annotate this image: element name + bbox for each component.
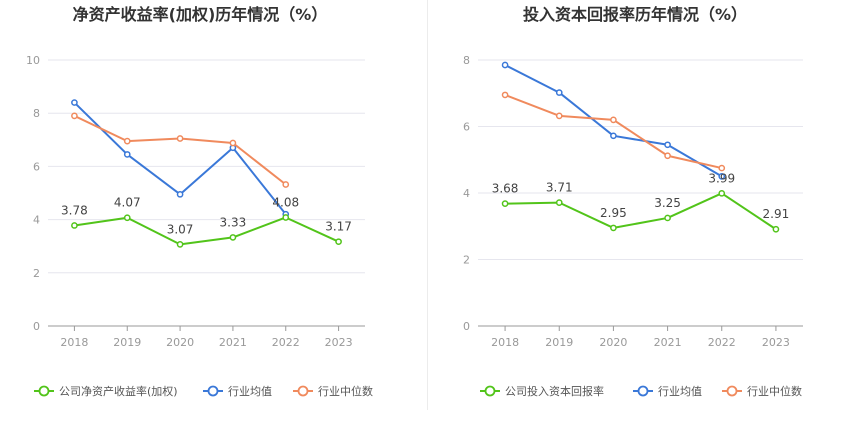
x-tick-label: 2020	[599, 336, 627, 349]
y-tick-label: 6	[33, 160, 40, 173]
data-label: 3.25	[654, 196, 681, 210]
y-tick-label: 2	[463, 254, 470, 267]
legend-swatch-marker	[484, 385, 496, 397]
data-label: 3.33	[220, 215, 247, 229]
series-point-2	[610, 132, 617, 140]
x-tick-label: 2021	[654, 336, 682, 349]
data-label: 4.07	[114, 196, 141, 210]
y-tick-label: 0	[463, 320, 470, 333]
data-label: 2.95	[600, 206, 627, 220]
legend-item-1: 公司投入资本回报率	[480, 384, 604, 398]
panel-divider	[427, 0, 428, 410]
y-tick-label: 10	[26, 54, 40, 67]
series-point-2	[664, 141, 671, 149]
series-point-1	[555, 199, 563, 206]
legend-swatch-marker	[207, 385, 219, 397]
chart-panel-1: 净资产收益率(加权)历年情况（%） 0 2 4 6 8 10 2018 2019 2020 2021…	[26, 5, 373, 398]
series-point-2	[123, 151, 131, 158]
y-tick-label: 0	[33, 320, 40, 333]
x-tick-label: 2022	[708, 336, 736, 349]
legend-label: 公司净资产收益率(加权)	[59, 384, 178, 398]
legend-swatch-marker	[637, 385, 649, 397]
y-tick-label: 4	[463, 187, 470, 200]
series-point-2	[555, 89, 563, 96]
data-label: 3.99	[708, 171, 735, 185]
chart-title: 投入资本回报率历年情况（%）	[523, 5, 747, 24]
data-label: 3.68	[492, 182, 519, 196]
x-tick-label: 2019	[545, 336, 573, 349]
x-tick-label: 2018	[491, 336, 519, 349]
legend-label: 公司投入资本回报率	[505, 384, 604, 398]
series-point-3	[229, 139, 237, 147]
legend-item-3: 行业中位数	[293, 384, 373, 398]
series-point-1	[71, 222, 78, 229]
x-tick-label: 2020	[166, 336, 194, 349]
series-point-3	[501, 91, 509, 99]
legend-label: 行业中位数	[318, 384, 373, 398]
chart-panel-2: 投入资本回报率历年情况（%） 0 2 4 6 8 2018 2019 2020 2021 2022 2…	[463, 5, 803, 398]
series-point-1	[664, 214, 671, 222]
y-tick-label: 4	[33, 214, 40, 227]
legend-swatch-marker	[726, 385, 738, 397]
series-point-2	[501, 61, 509, 69]
x-tick-label: 2023	[762, 336, 790, 349]
series-point-1	[501, 200, 509, 207]
y-tick-label: 2	[33, 267, 40, 280]
legend-swatch-marker	[297, 385, 309, 397]
series-point-3	[664, 152, 671, 160]
series-point-3	[610, 116, 617, 124]
series-line-1	[74, 216, 339, 246]
series-point-3	[176, 135, 184, 142]
series-point-1	[229, 234, 237, 241]
series-point-3	[123, 137, 131, 145]
legend-item-2: 行业均值	[633, 385, 702, 398]
data-label: 2.91	[763, 207, 790, 221]
data-label: 3.17	[325, 220, 352, 234]
series-point-3	[555, 112, 563, 120]
legend-label: 行业中位数	[747, 384, 802, 398]
series-point-1	[772, 225, 780, 233]
series-point-3	[282, 181, 290, 188]
series-point-2	[718, 173, 726, 180]
chart-title: 净资产收益率(加权)历年情况（%）	[73, 5, 328, 24]
y-tick-label: 8	[463, 54, 470, 67]
series-line-1	[505, 192, 777, 231]
data-label: 3.71	[546, 181, 573, 195]
legend-label: 行业均值	[658, 385, 702, 398]
series-point-2	[71, 99, 78, 106]
data-label: 3.07	[167, 222, 194, 236]
x-tick-label: 2022	[272, 336, 300, 349]
y-tick-label: 8	[33, 107, 40, 120]
series-point-3	[71, 112, 78, 120]
series-point-1	[282, 214, 290, 221]
x-tick-label: 2019	[113, 336, 141, 349]
series-point-3	[718, 164, 726, 172]
series-point-1	[718, 189, 726, 197]
data-label: 3.78	[61, 203, 88, 217]
legend-label: 行业均值	[228, 385, 272, 398]
series-point-1	[335, 238, 342, 246]
legend-item-3: 行业中位数	[722, 384, 802, 398]
series-point-2	[176, 190, 184, 198]
series-point-1	[610, 224, 617, 232]
legend-item-2: 行业均值	[203, 385, 272, 398]
x-tick-label: 2021	[219, 336, 247, 349]
legend-item-1: 公司净资产收益率(加权)	[34, 384, 178, 398]
data-label: 4.08	[272, 195, 299, 209]
y-tick-label: 6	[463, 121, 470, 134]
x-tick-label: 2023	[325, 336, 353, 349]
series-point-1	[176, 240, 184, 248]
x-tick-label: 2018	[60, 336, 88, 349]
series-point-1	[123, 214, 131, 222]
legend-swatch-marker	[38, 385, 50, 397]
